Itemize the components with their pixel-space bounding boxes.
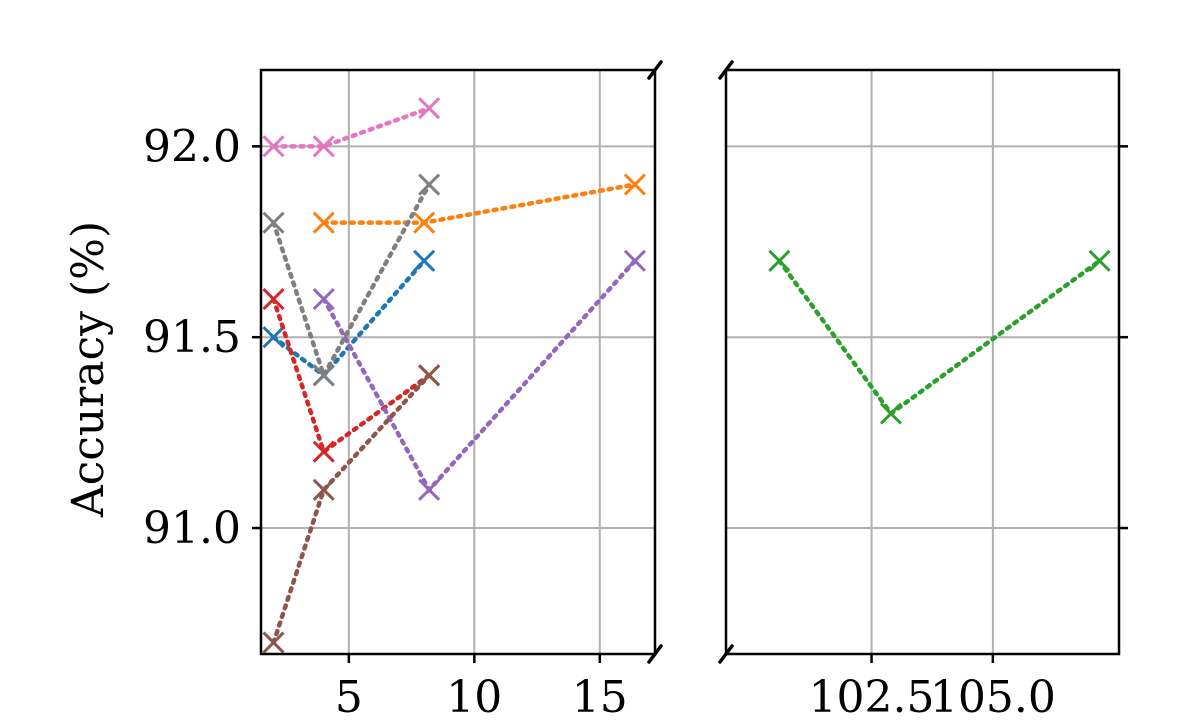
series-6 — [262, 97, 441, 158]
right-plot-frame — [724, 68, 1121, 656]
series-4-point-2-stroke-b — [623, 249, 646, 272]
series-1-point-2-stroke-b — [623, 173, 646, 196]
series-2-point-0 — [768, 249, 791, 272]
left-xtick-label-1: 10 — [446, 672, 502, 723]
series-7-point-0 — [262, 211, 285, 234]
left-panel: 5 10 15 — [259, 68, 657, 723]
axis-break-mark-3 — [718, 644, 734, 664]
series-5-point-0 — [262, 631, 285, 654]
series-1-line — [321, 182, 638, 225]
series-1-point-1-stroke-b — [413, 211, 436, 234]
series-4-point-1-stroke-b — [418, 478, 441, 501]
ytick-label-0: 91.0 — [143, 503, 241, 554]
series-4-point-0-stroke-b — [312, 287, 335, 311]
series-5-point-1 — [312, 478, 335, 501]
series-4-point-1 — [418, 478, 441, 501]
series-6-point-2-stroke-b — [418, 97, 441, 120]
left-series-layer — [262, 97, 646, 654]
series-6-point-0 — [262, 135, 285, 158]
series-5-point-2-stroke-b — [418, 364, 441, 387]
series-5-point-2 — [418, 364, 441, 387]
series-4-point-2 — [623, 249, 646, 272]
series-3-point-1-stroke-b — [312, 440, 335, 463]
series-7-point-1 — [312, 364, 335, 387]
left-xtick-label-2: 15 — [572, 672, 628, 723]
series-5 — [262, 364, 441, 654]
series-6-line — [271, 105, 432, 149]
series-7 — [262, 173, 441, 387]
series-1-point-2 — [623, 173, 646, 196]
series-3-point-0-stroke-b — [262, 287, 285, 311]
series-0-point-2-stroke-b — [413, 249, 436, 272]
axis-break-mark-2 — [718, 60, 734, 80]
y-axis-ticks: 91.0 91.5 92.0 — [143, 121, 1128, 554]
series-2-point-0-stroke-b — [768, 249, 791, 272]
series-1 — [312, 173, 646, 234]
series-6-point-1-stroke-b — [312, 135, 335, 158]
series-7-point-2-stroke-b — [418, 173, 441, 196]
series-5-point-0-stroke-b — [262, 631, 285, 654]
series-2-point-1-stroke-b — [879, 402, 903, 425]
y-axis-label: Accuracy (%) — [63, 221, 114, 518]
series-1-point-0 — [312, 211, 335, 234]
series-5-line — [271, 373, 432, 645]
series-2 — [768, 249, 1111, 425]
series-0-point-2 — [413, 249, 436, 272]
series-3-point-0 — [262, 287, 285, 311]
ytick-label-1: 91.5 — [143, 312, 241, 363]
series-3 — [262, 287, 441, 463]
right-series-layer — [768, 249, 1111, 425]
series-6-point-0-stroke-b — [262, 135, 285, 158]
ytick-label-2: 92.0 — [143, 121, 241, 172]
right-xtick-label-1: 105.0 — [930, 672, 1056, 723]
series-2-point-2 — [1088, 249, 1111, 272]
axis-break-marks — [647, 60, 734, 664]
axis-break-mark-1 — [647, 644, 663, 664]
series-7-point-2 — [418, 173, 441, 196]
series-3-point-1 — [312, 440, 335, 463]
right-gridlines — [726, 70, 1119, 654]
series-7-point-0-stroke-b — [262, 211, 285, 234]
series-1-point-1 — [413, 211, 436, 234]
series-4 — [312, 249, 646, 501]
series-6-point-2 — [418, 97, 441, 120]
left-ticks: 5 10 15 — [335, 654, 628, 723]
series-0-point-0-stroke-b — [262, 326, 285, 349]
series-1-point-0-stroke-b — [312, 211, 335, 234]
series-5-point-1-stroke-b — [312, 478, 335, 501]
series-2-point-2-stroke-b — [1088, 249, 1111, 272]
series-6-point-1 — [312, 135, 335, 158]
right-xtick-label-0: 102.5 — [809, 672, 935, 723]
series-7-point-1-stroke-b — [312, 364, 335, 387]
left-plot-frame — [259, 68, 657, 656]
series-2-point-1 — [879, 402, 903, 425]
series-4-point-0 — [312, 287, 335, 311]
left-xtick-label-0: 5 — [335, 672, 363, 723]
series-0-point-0 — [262, 326, 285, 349]
series-3-line — [271, 296, 432, 456]
axis-break-mark-0 — [647, 60, 663, 80]
